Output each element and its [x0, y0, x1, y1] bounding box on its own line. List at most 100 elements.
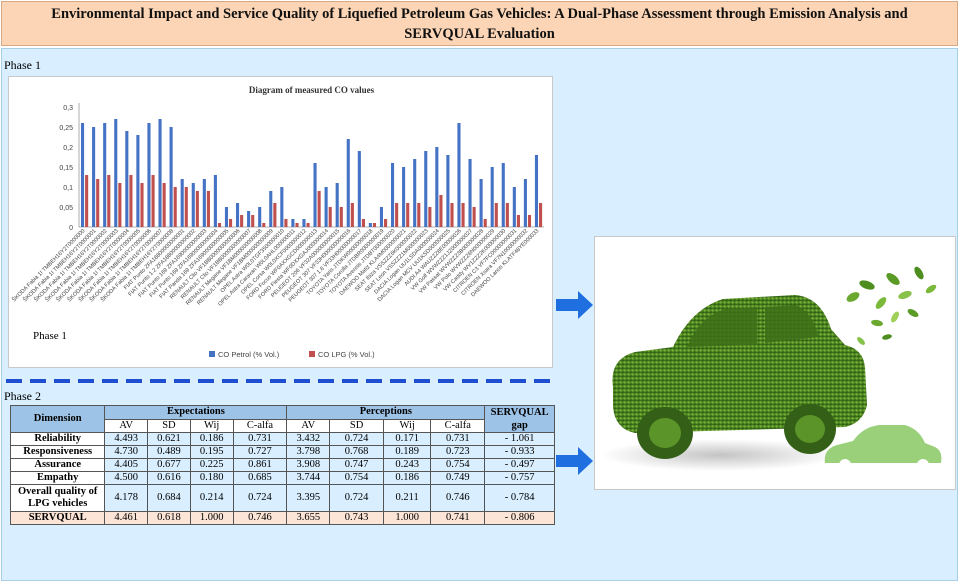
expectation-cell: 4.405: [104, 458, 149, 472]
small-car-icon: [824, 425, 942, 471]
perception-cell: 0.723: [430, 445, 486, 459]
expectation-cell: 0.861: [232, 458, 288, 472]
right-arrow-icon: [556, 291, 593, 319]
bar-lpg: [417, 203, 421, 227]
y-tick-label: 0,1: [63, 185, 73, 192]
expectation-cell: 4.178: [104, 484, 149, 512]
bar-petrol: [435, 147, 439, 227]
perception-cell: 0.211: [383, 484, 432, 512]
expectation-cell: 0.746: [232, 511, 288, 525]
gap-cell: - 0.757: [484, 471, 555, 485]
bar-petrol: [357, 151, 361, 227]
perc-sd-header: SD: [329, 418, 385, 433]
legend-swatch: [309, 351, 315, 357]
bar-lpg: [395, 203, 399, 227]
bar-lpg: [217, 223, 222, 227]
bar-petrol: [291, 219, 295, 227]
bar-petrol: [335, 183, 339, 227]
table-row: SERVQUAL 4.461 0.618 1.000 0.746 3.655 0.743 1.…: [9, 511, 555, 525]
bar-lpg: [505, 203, 509, 227]
bar-lpg: [96, 179, 100, 227]
perception-cell: 0.746: [430, 484, 486, 512]
bar-lpg: [372, 223, 377, 227]
bar-petrol: [213, 175, 217, 227]
bar-lpg: [262, 223, 266, 227]
expectation-cell: 4.493: [104, 432, 149, 446]
dimension-cell: Empathy: [9, 471, 106, 485]
bar-lpg: [328, 207, 332, 227]
perception-cell: 0.749: [430, 471, 486, 485]
bar-petrol: [180, 179, 184, 227]
bar-lpg: [151, 175, 155, 227]
perception-cell: 3.432: [286, 432, 331, 446]
legend-swatch: [209, 351, 215, 357]
perception-cell: 3.744: [286, 471, 331, 485]
expectation-cell: 0.618: [147, 511, 191, 525]
figure-title: Environmental Impact and Service Quality…: [51, 5, 908, 42]
bar-lpg: [339, 207, 343, 227]
dimension-cell: Overall quality of LPG vehicles: [9, 484, 106, 512]
bar-lpg: [206, 191, 210, 227]
bar-lpg: [251, 215, 255, 227]
dimension-header: Dimension: [9, 405, 106, 433]
bar-lpg: [350, 203, 354, 227]
perc-wij-header: Wij: [383, 418, 432, 433]
expectation-cell: 4.500: [104, 471, 149, 485]
bar-petrol: [446, 155, 450, 227]
chart-title: Diagram of measured CO values: [249, 85, 375, 95]
perception-cell: 1.000: [383, 511, 432, 525]
bar-lpg: [129, 175, 133, 227]
bar-lpg: [384, 219, 388, 227]
expectation-cell: 0.186: [189, 432, 234, 446]
bar-petrol: [103, 123, 107, 227]
y-tick-label: 0: [69, 225, 73, 232]
bar-lpg: [450, 203, 454, 227]
bar-petrol: [224, 207, 229, 227]
green-car-icon: [600, 266, 942, 471]
exp-sd-header: SD: [147, 418, 191, 433]
phase2-label: Phase 2: [4, 389, 41, 403]
bar-lpg: [295, 223, 299, 227]
bar-petrol: [191, 183, 195, 227]
leaves-icon: [846, 266, 937, 345]
bar-lpg: [184, 187, 188, 227]
perception-cell: 0.743: [329, 511, 385, 525]
bar-petrol: [390, 163, 395, 227]
gap-header: SERVQUAL gap: [484, 405, 555, 433]
bar-petrol: [424, 151, 428, 227]
expectation-cell: 0.727: [232, 445, 288, 459]
expectation-cell: 0.677: [147, 458, 191, 472]
dimension-cell: Assurance: [9, 458, 106, 472]
bar-lpg: [539, 203, 543, 227]
perception-cell: 0.243: [383, 458, 432, 472]
exp-av-header: AV: [104, 418, 149, 433]
expectation-cell: 0.684: [147, 484, 191, 512]
bar-lpg: [306, 223, 310, 227]
bar-petrol: [490, 167, 494, 227]
bar-lpg: [439, 195, 443, 227]
bar-petrol: [501, 163, 505, 227]
expectation-cell: 0.685: [232, 471, 288, 485]
table-row: Empathy 4.500 0.616 0.180 0.685 3.744 0.754 0.1…: [9, 471, 555, 485]
right-arrow-icon: [556, 447, 593, 475]
bar-petrol: [169, 127, 173, 227]
bar-petrol: [269, 191, 273, 227]
bar-lpg: [472, 207, 476, 227]
perception-cell: 3.655: [286, 511, 331, 525]
perceptions-header: Perceptions: [286, 405, 486, 420]
perception-cell: 0.741: [430, 511, 486, 525]
gap-cell: - 0.933: [484, 445, 555, 459]
legend-label: CO LPG (% Vol.): [318, 350, 375, 359]
bar-lpg: [140, 183, 144, 227]
legend-label: CO Petrol (% Vol.): [218, 350, 280, 359]
bar-petrol: [235, 203, 240, 227]
bar-lpg: [527, 215, 532, 227]
bar-lpg: [173, 187, 177, 227]
bar-petrol: [534, 155, 539, 227]
perception-cell: 0.754: [329, 471, 385, 485]
bar-petrol: [258, 207, 262, 227]
expectation-cell: 0.214: [189, 484, 234, 512]
gap-cell: - 1.061: [484, 432, 555, 446]
expectation-cell: 0.195: [189, 445, 234, 459]
perc-calfa-header: C-alfa: [430, 418, 486, 433]
